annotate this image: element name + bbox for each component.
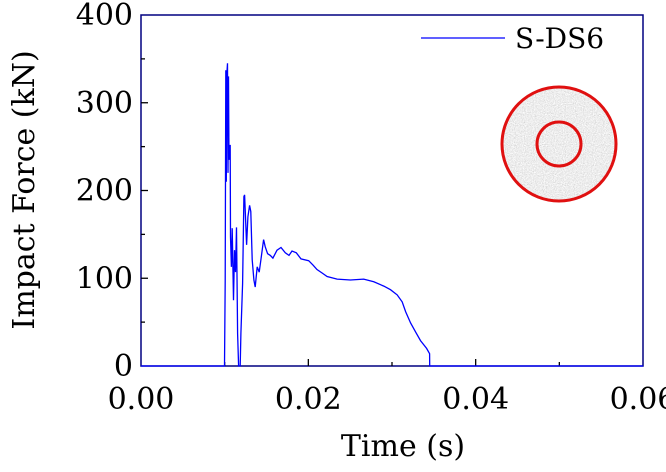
legend-label: S-DS6 bbox=[515, 22, 604, 55]
y-tick-label: 0 bbox=[114, 349, 133, 384]
outer-ring bbox=[500, 85, 618, 203]
x-tick-label: 0.06 bbox=[610, 382, 666, 417]
x-tick-label: 0.00 bbox=[108, 382, 175, 417]
x-axis-label: Time (s) bbox=[341, 429, 465, 464]
specimen-inset bbox=[500, 85, 618, 203]
y-tick-label: 200 bbox=[76, 174, 133, 209]
y-axis-label: Impact Force (kN) bbox=[7, 50, 42, 329]
x-tick-label: 0.02 bbox=[275, 382, 342, 417]
x-tick-label: 0.04 bbox=[442, 382, 509, 417]
y-tick-label: 100 bbox=[76, 261, 133, 296]
series-line-s-ds6 bbox=[141, 63, 643, 367]
inner-ring bbox=[535, 120, 583, 168]
y-tick-label: 400 bbox=[76, 0, 133, 33]
y-tick-label: 300 bbox=[76, 86, 133, 121]
